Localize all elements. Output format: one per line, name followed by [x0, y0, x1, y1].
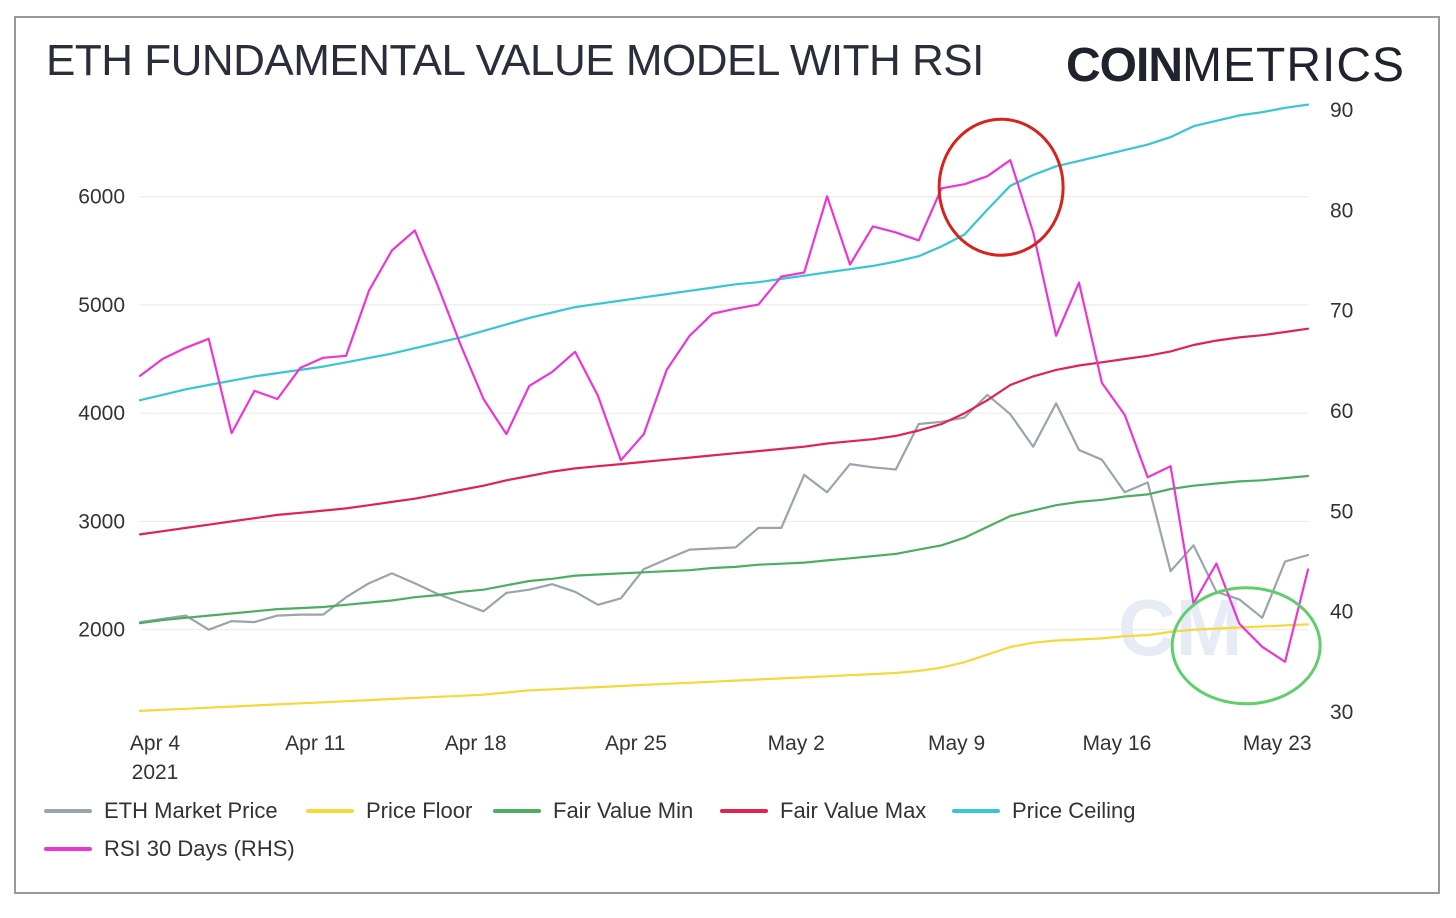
brand-logo-light: METRICS — [1182, 39, 1405, 92]
legend-label: Price Floor — [366, 798, 473, 823]
series-line-fair-value-max — [138, 327, 1310, 536]
y-left-tick-label: 6000 — [78, 186, 125, 209]
green-circle-annotation — [1170, 586, 1322, 706]
y-right-axis: 30 40 50 60 70 80 90 — [1330, 99, 1353, 724]
brand-logo-bold: COIN — [1066, 39, 1183, 92]
x-tick-label: Apr 11 — [285, 732, 345, 755]
legend-label: Fair Value Min — [553, 798, 694, 823]
y-right-tick-label: 50 — [1330, 500, 1353, 523]
y-right-tick-label: 90 — [1330, 99, 1353, 122]
legend-item: Price Floor — [306, 798, 472, 824]
legend-swatch — [493, 809, 541, 813]
x-axis: Apr 4 Apr 11 Apr 18 Apr 25 May 2 May 9 May 16 M… — [130, 732, 1312, 784]
y-right-tick-label: 80 — [1330, 199, 1353, 222]
x-tick-year: 2021 — [132, 761, 179, 784]
legend-label: RSI 30 Days (RHS) — [104, 836, 295, 861]
legend-swatch — [306, 809, 354, 813]
red-circle-annotation — [937, 117, 1065, 257]
x-tick-label: May 2 — [768, 732, 825, 755]
y-right-tick-label: 40 — [1330, 601, 1353, 624]
legend-swatch — [44, 847, 92, 851]
series-lines — [138, 103, 1310, 713]
y-right-tick-label: 70 — [1330, 300, 1353, 323]
series-line-fair-value-min — [138, 474, 1310, 625]
grid-lines — [140, 196, 1308, 631]
x-tick-label: May 16 — [1082, 732, 1151, 755]
chart-title: ETH FUNDAMENTAL VALUE MODEL WITH RSI — [46, 36, 984, 85]
x-tick-label: Apr 4 — [130, 732, 181, 755]
legend-label: ETH Market Price — [104, 798, 278, 823]
series-line-price-floor — [138, 623, 1310, 713]
legend-item: Fair Value Max — [720, 798, 926, 824]
x-tick-label: May 9 — [928, 732, 985, 755]
brand-logo: COINMETRICS — [1066, 38, 1405, 93]
y-right-tick-label: 30 — [1330, 701, 1353, 724]
series-line-price-ceiling — [138, 103, 1310, 402]
legend-swatch — [720, 809, 768, 813]
y-left-tick-label: 4000 — [78, 402, 125, 425]
annotations — [937, 117, 1322, 706]
y-left-axis: 2000 3000 4000 5000 6000 — [78, 186, 125, 642]
legend-item: RSI 30 Days (RHS) — [44, 836, 295, 862]
legend-swatch — [952, 809, 1000, 813]
series-line-rsi-30-days-rhs — [138, 159, 1310, 663]
legend-item: Price Ceiling — [952, 798, 1136, 824]
y-left-tick-label: 2000 — [78, 619, 125, 642]
legend-item: Fair Value Min — [493, 798, 693, 824]
legend-item: ETH Market Price — [44, 798, 278, 824]
y-right-tick-label: 60 — [1330, 400, 1353, 423]
legend-label: Price Ceiling — [1012, 798, 1136, 823]
legend-label: Fair Value Max — [780, 798, 927, 823]
x-tick-label: May 23 — [1243, 732, 1312, 755]
x-tick-label: Apr 18 — [445, 732, 507, 755]
legend-swatch — [44, 809, 92, 813]
x-tick-label: Apr 25 — [605, 732, 667, 755]
y-left-tick-label: 3000 — [78, 510, 125, 533]
y-left-tick-label: 5000 — [78, 294, 125, 317]
